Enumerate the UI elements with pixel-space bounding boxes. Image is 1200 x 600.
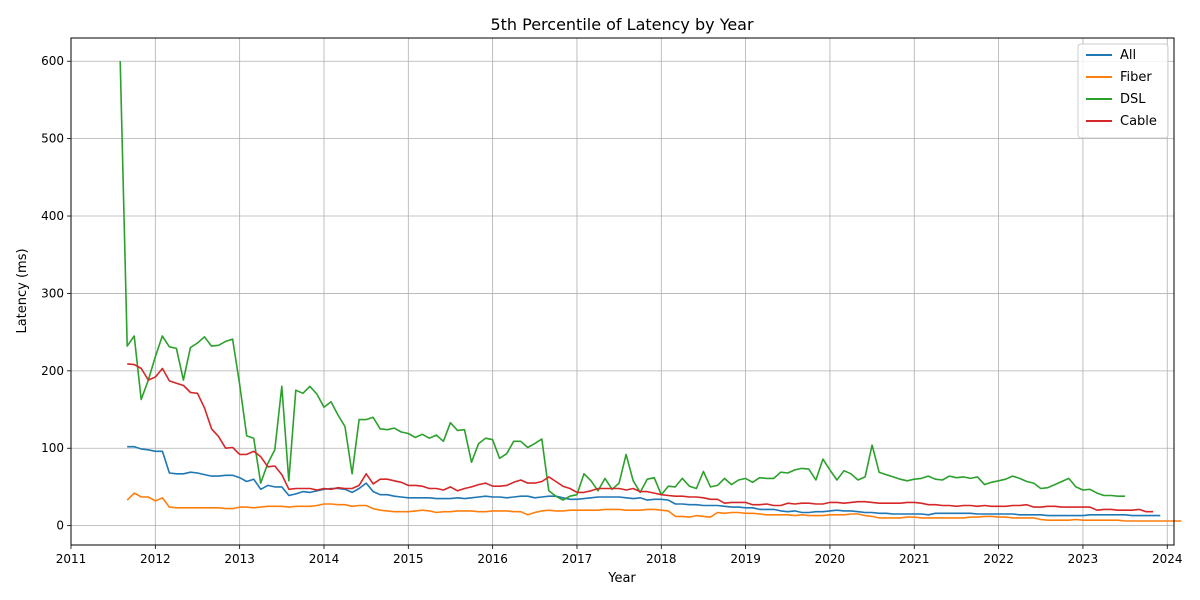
x-tick-label: 2022 (983, 552, 1014, 566)
x-tick-label: 2019 (730, 552, 761, 566)
y-tick-label: 300 (41, 286, 64, 300)
legend-label: DSL (1120, 92, 1146, 107)
x-tick-label: 2013 (224, 552, 255, 566)
series-line-fiber (126, 492, 1182, 522)
x-tick-label: 2012 (140, 552, 171, 566)
legend-frame (1077, 43, 1169, 139)
x-tick-label: 2021 (899, 552, 930, 566)
y-tick-label: 400 (41, 209, 64, 223)
legend-label: Cable (1120, 114, 1157, 129)
legend-label: Fiber (1120, 70, 1152, 85)
x-tick-label: 2018 (646, 552, 677, 566)
y-axis-label: Latency (ms) (15, 248, 30, 333)
x-tick-label: 2020 (815, 552, 846, 566)
x-tick-label: 2014 (309, 552, 340, 566)
y-tick-label: 100 (41, 441, 64, 455)
y-tick-label: 600 (41, 54, 64, 68)
x-tick-label: 2011 (56, 552, 87, 566)
x-tick-label: 2023 (1068, 552, 1099, 566)
x-tick-label: 2016 (477, 552, 508, 566)
series-line-all (127, 445, 1161, 517)
legend: All Fiber DSL Cable (1077, 43, 1169, 139)
series-lines (119, 61, 1182, 522)
y-tick-label: 0 (56, 519, 64, 533)
series-line-cable (127, 363, 1154, 513)
x-axis-ticks: 2011 2012 2013 2014 2015 2016 2017 2018 2019 2020… (56, 545, 1183, 566)
grid (70, 38, 1174, 545)
x-axis-label: Year (607, 571, 636, 586)
chart-title: 5th Percentile of Latency by Year (490, 15, 754, 34)
x-tick-label: 2015 (393, 552, 424, 566)
legend-label: All (1120, 48, 1136, 63)
y-tick-label: 200 (41, 364, 64, 378)
y-axis-ticks: 0 100 200 300 400 500 600 (41, 54, 71, 533)
x-tick-label: 2017 (562, 552, 593, 566)
y-tick-label: 500 (41, 132, 64, 146)
series-line-dsl (119, 61, 1126, 501)
plot-area-frame (70, 37, 1175, 546)
x-tick-label: 2024 (1152, 552, 1183, 566)
